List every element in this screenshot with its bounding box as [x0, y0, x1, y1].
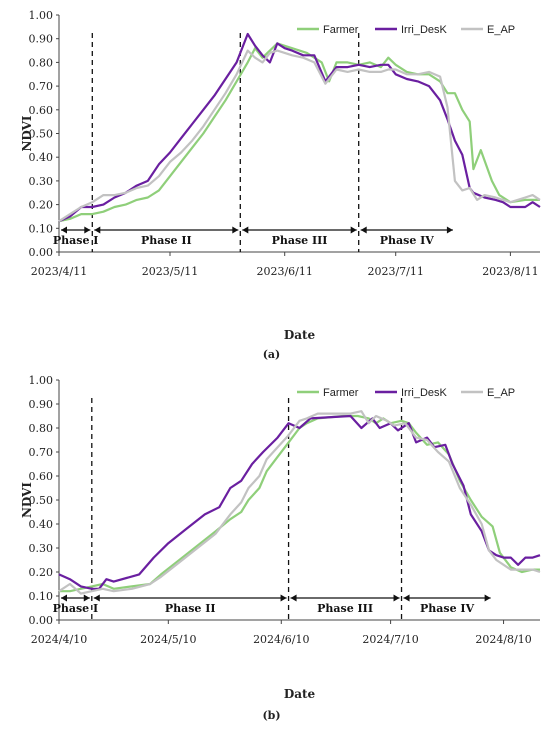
- phase-arrow-head-left: [94, 226, 101, 234]
- y-tick-label: 0.80: [29, 422, 54, 435]
- x-axis-title: Date: [284, 687, 316, 701]
- phase-arrow-head-left: [61, 226, 67, 234]
- y-tick-label: 0.80: [29, 56, 54, 69]
- phase-label: Phase III: [317, 602, 373, 615]
- y-tick-label: 0.20: [29, 566, 54, 579]
- phase-arrow-head-right: [232, 226, 239, 234]
- phase-arrow-head-right: [484, 594, 491, 602]
- legend-label-eap: E_AP: [487, 24, 515, 36]
- panel-label: (b): [262, 709, 280, 722]
- x-tick-label: 2024/4/10: [31, 633, 87, 646]
- phase-arrow-head-left: [242, 226, 249, 234]
- y-tick-label: 0.30: [29, 542, 54, 555]
- series-line-eap: [58, 410, 541, 595]
- x-tick-label: 2024/6/10: [253, 633, 309, 646]
- phase-arrow-head-right: [84, 226, 91, 234]
- phase-arrow-head-left: [290, 594, 297, 602]
- y-tick-label: 0.00: [29, 614, 54, 627]
- y-tick-label: 0.70: [29, 80, 54, 93]
- y-tick-label: 0.60: [29, 104, 54, 117]
- x-tick-label: 2023/6/11: [256, 265, 312, 278]
- phase-label: Phase IV: [380, 234, 435, 247]
- legend-label-farmer: Farmer: [323, 387, 359, 399]
- y-tick-label: 0.70: [29, 446, 54, 459]
- legend-label-irri: Irri_DesK: [401, 24, 448, 36]
- y-tick-label: 1.00: [29, 374, 54, 387]
- legend-label-farmer: Farmer: [323, 24, 359, 36]
- legend-label-eap: E_AP: [487, 387, 515, 399]
- phase-label: Phase II: [165, 602, 216, 615]
- x-tick-label: 2024/7/10: [362, 633, 418, 646]
- panel-label: (a): [263, 348, 281, 361]
- y-tick-label: 0.90: [29, 398, 54, 411]
- x-tick-label: 2023/4/11: [31, 265, 87, 278]
- y-tick-label: 0.50: [29, 128, 54, 141]
- y-tick-label: 0.90: [29, 33, 54, 46]
- series-line-irri: [58, 414, 541, 590]
- phase-arrow-head-left: [93, 594, 100, 602]
- legend-label-irri: Irri_DesK: [401, 387, 448, 399]
- y-tick-label: 0.40: [29, 151, 54, 164]
- y-tick-label: 0.30: [29, 175, 54, 188]
- y-tick-label: 0.50: [29, 494, 54, 507]
- y-tick-label: 1.00: [29, 9, 54, 22]
- phase-label: Phase III: [272, 234, 328, 247]
- x-tick-label: 2023/8/11: [482, 265, 538, 278]
- y-tick-label: 0.20: [29, 199, 54, 212]
- x-tick-label: 2024/8/10: [475, 633, 531, 646]
- chart-panel-b: 0.00 0.10 0.20 0.30 0.40 0.50 0.60 0.70 0.80 0.90…: [20, 374, 541, 722]
- phase-arrow-head-right: [83, 594, 90, 602]
- y-axis-title: NDVI: [20, 482, 34, 518]
- phase-arrow-head-right: [446, 226, 453, 234]
- phase-label: Phase IV: [420, 602, 475, 615]
- chart-panel-a: 0.00 0.10 0.20 0.30 0.40 0.50 0.60 0.70 0.80 0.90…: [20, 9, 541, 361]
- phase-arrow-head-right: [350, 226, 357, 234]
- y-tick-label: 0.60: [29, 470, 54, 483]
- series-line-farmer: [58, 42, 540, 223]
- phase-arrow-head-right: [393, 594, 400, 602]
- y-tick-label: 0.00: [29, 246, 54, 259]
- x-tick-label: 2023/7/11: [367, 265, 423, 278]
- phase-label: Phase I: [53, 602, 99, 615]
- phase-arrow-head-left: [61, 594, 67, 602]
- phase-label: Phase I: [53, 234, 99, 247]
- phase-arrow-head-right: [280, 594, 287, 602]
- x-axis-title: Date: [284, 328, 316, 342]
- series-line-irri: [58, 32, 541, 223]
- series-line-eap: [58, 49, 541, 223]
- y-axis-title: NDVI: [20, 115, 34, 151]
- x-tick-label: 2024/5/10: [140, 633, 196, 646]
- y-tick-label: 0.10: [29, 590, 54, 603]
- phase-label: Phase II: [141, 234, 192, 247]
- y-tick-label: 0.40: [29, 518, 54, 531]
- x-tick-label: 2023/5/11: [142, 265, 198, 278]
- y-tick-label: 0.10: [29, 222, 54, 235]
- phase-arrow-head-left: [360, 226, 367, 234]
- phase-arrow-head-left: [403, 594, 410, 602]
